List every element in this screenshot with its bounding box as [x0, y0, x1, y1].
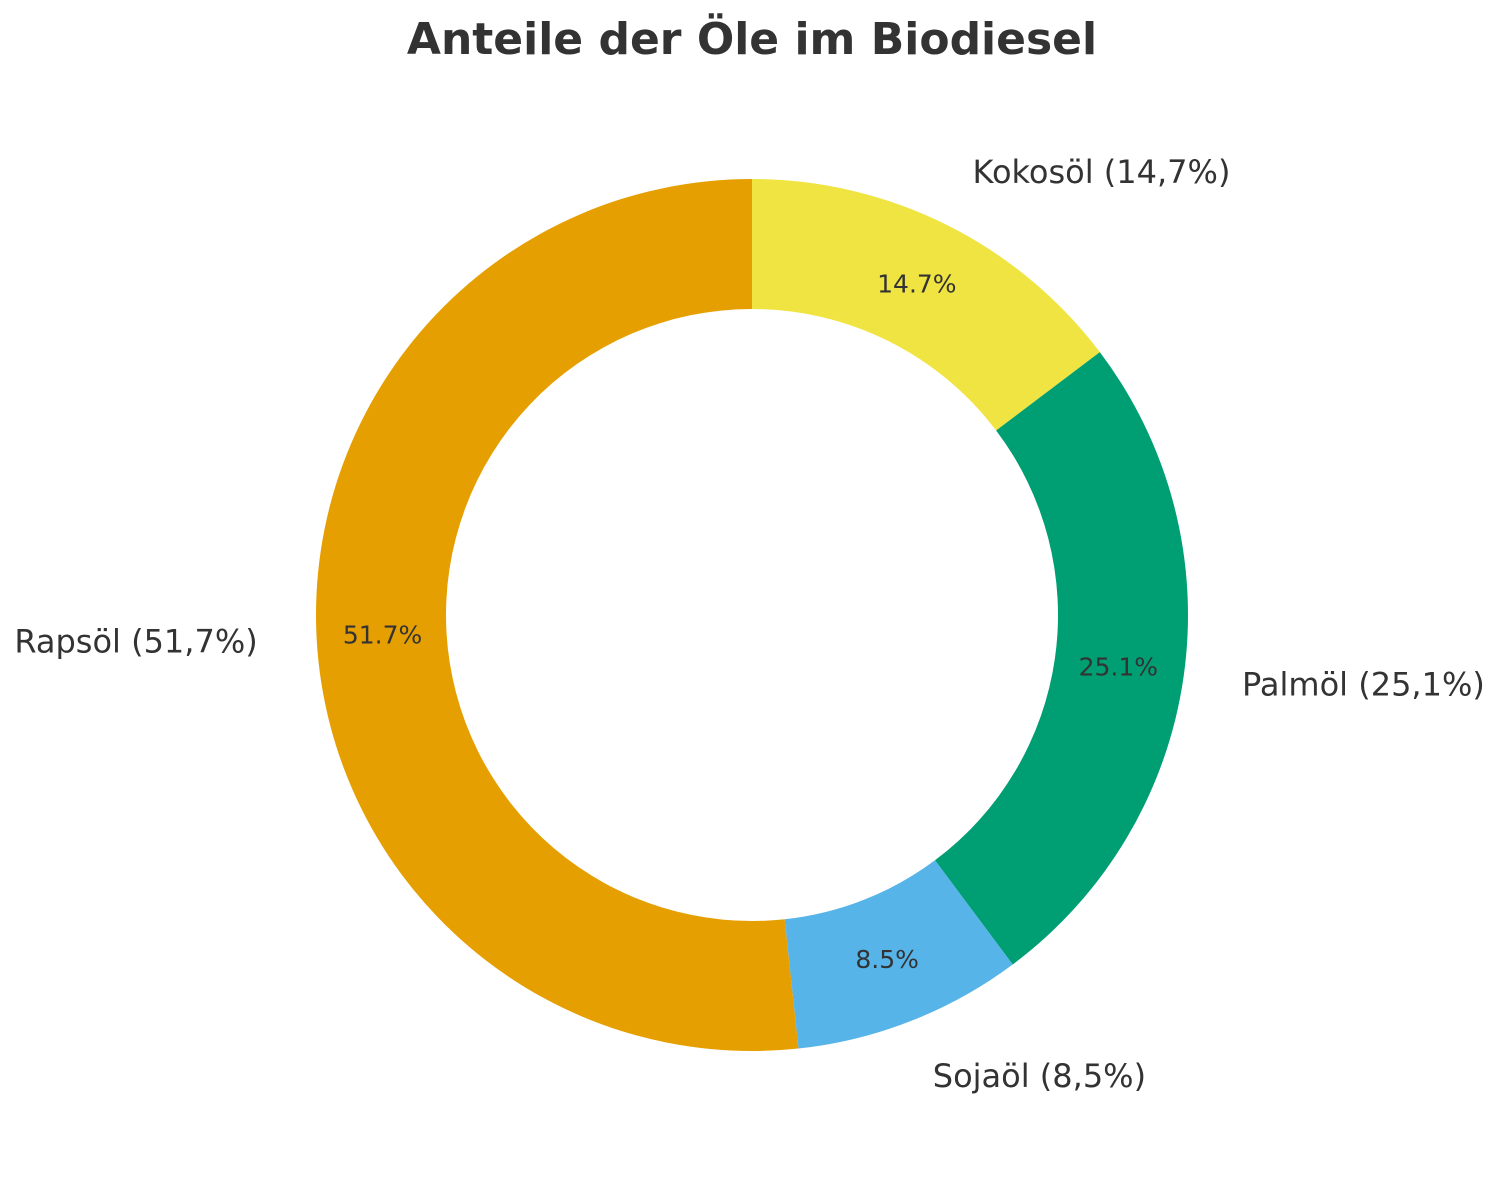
slice-kokosoel	[752, 179, 1100, 431]
slice-sojaoel	[784, 860, 1013, 1049]
outer-label-rapsoel: Rapsöl (51,7%)	[14, 622, 257, 660]
outer-label-kokosoel: Kokosöl (14,7%)	[973, 153, 1231, 191]
percent-label-sojaoel: 8.5%	[855, 945, 919, 974]
percent-label-palmoel: 25.1%	[1079, 653, 1158, 682]
outer-labels-group: Kokosöl (14,7%) Palmöl (25,1%) Sojaöl (8,5…	[14, 153, 1485, 1095]
slice-palmoel	[934, 352, 1188, 965]
percent-label-rapsoel: 51.7%	[343, 620, 422, 649]
outer-label-sojaoel: Sojaöl (8,5%)	[933, 1057, 1146, 1095]
slice-rapsoel	[315, 179, 799, 1051]
percent-labels-group: 14.7% 25.1% 8.5% 51.7%	[343, 269, 1158, 974]
percent-label-kokosoel: 14.7%	[877, 269, 956, 298]
chart-title: Anteile der Öle im Biodiesel	[407, 12, 1097, 65]
slices-group	[315, 179, 1188, 1051]
outer-label-palmoel: Palmöl (25,1%)	[1242, 666, 1485, 704]
